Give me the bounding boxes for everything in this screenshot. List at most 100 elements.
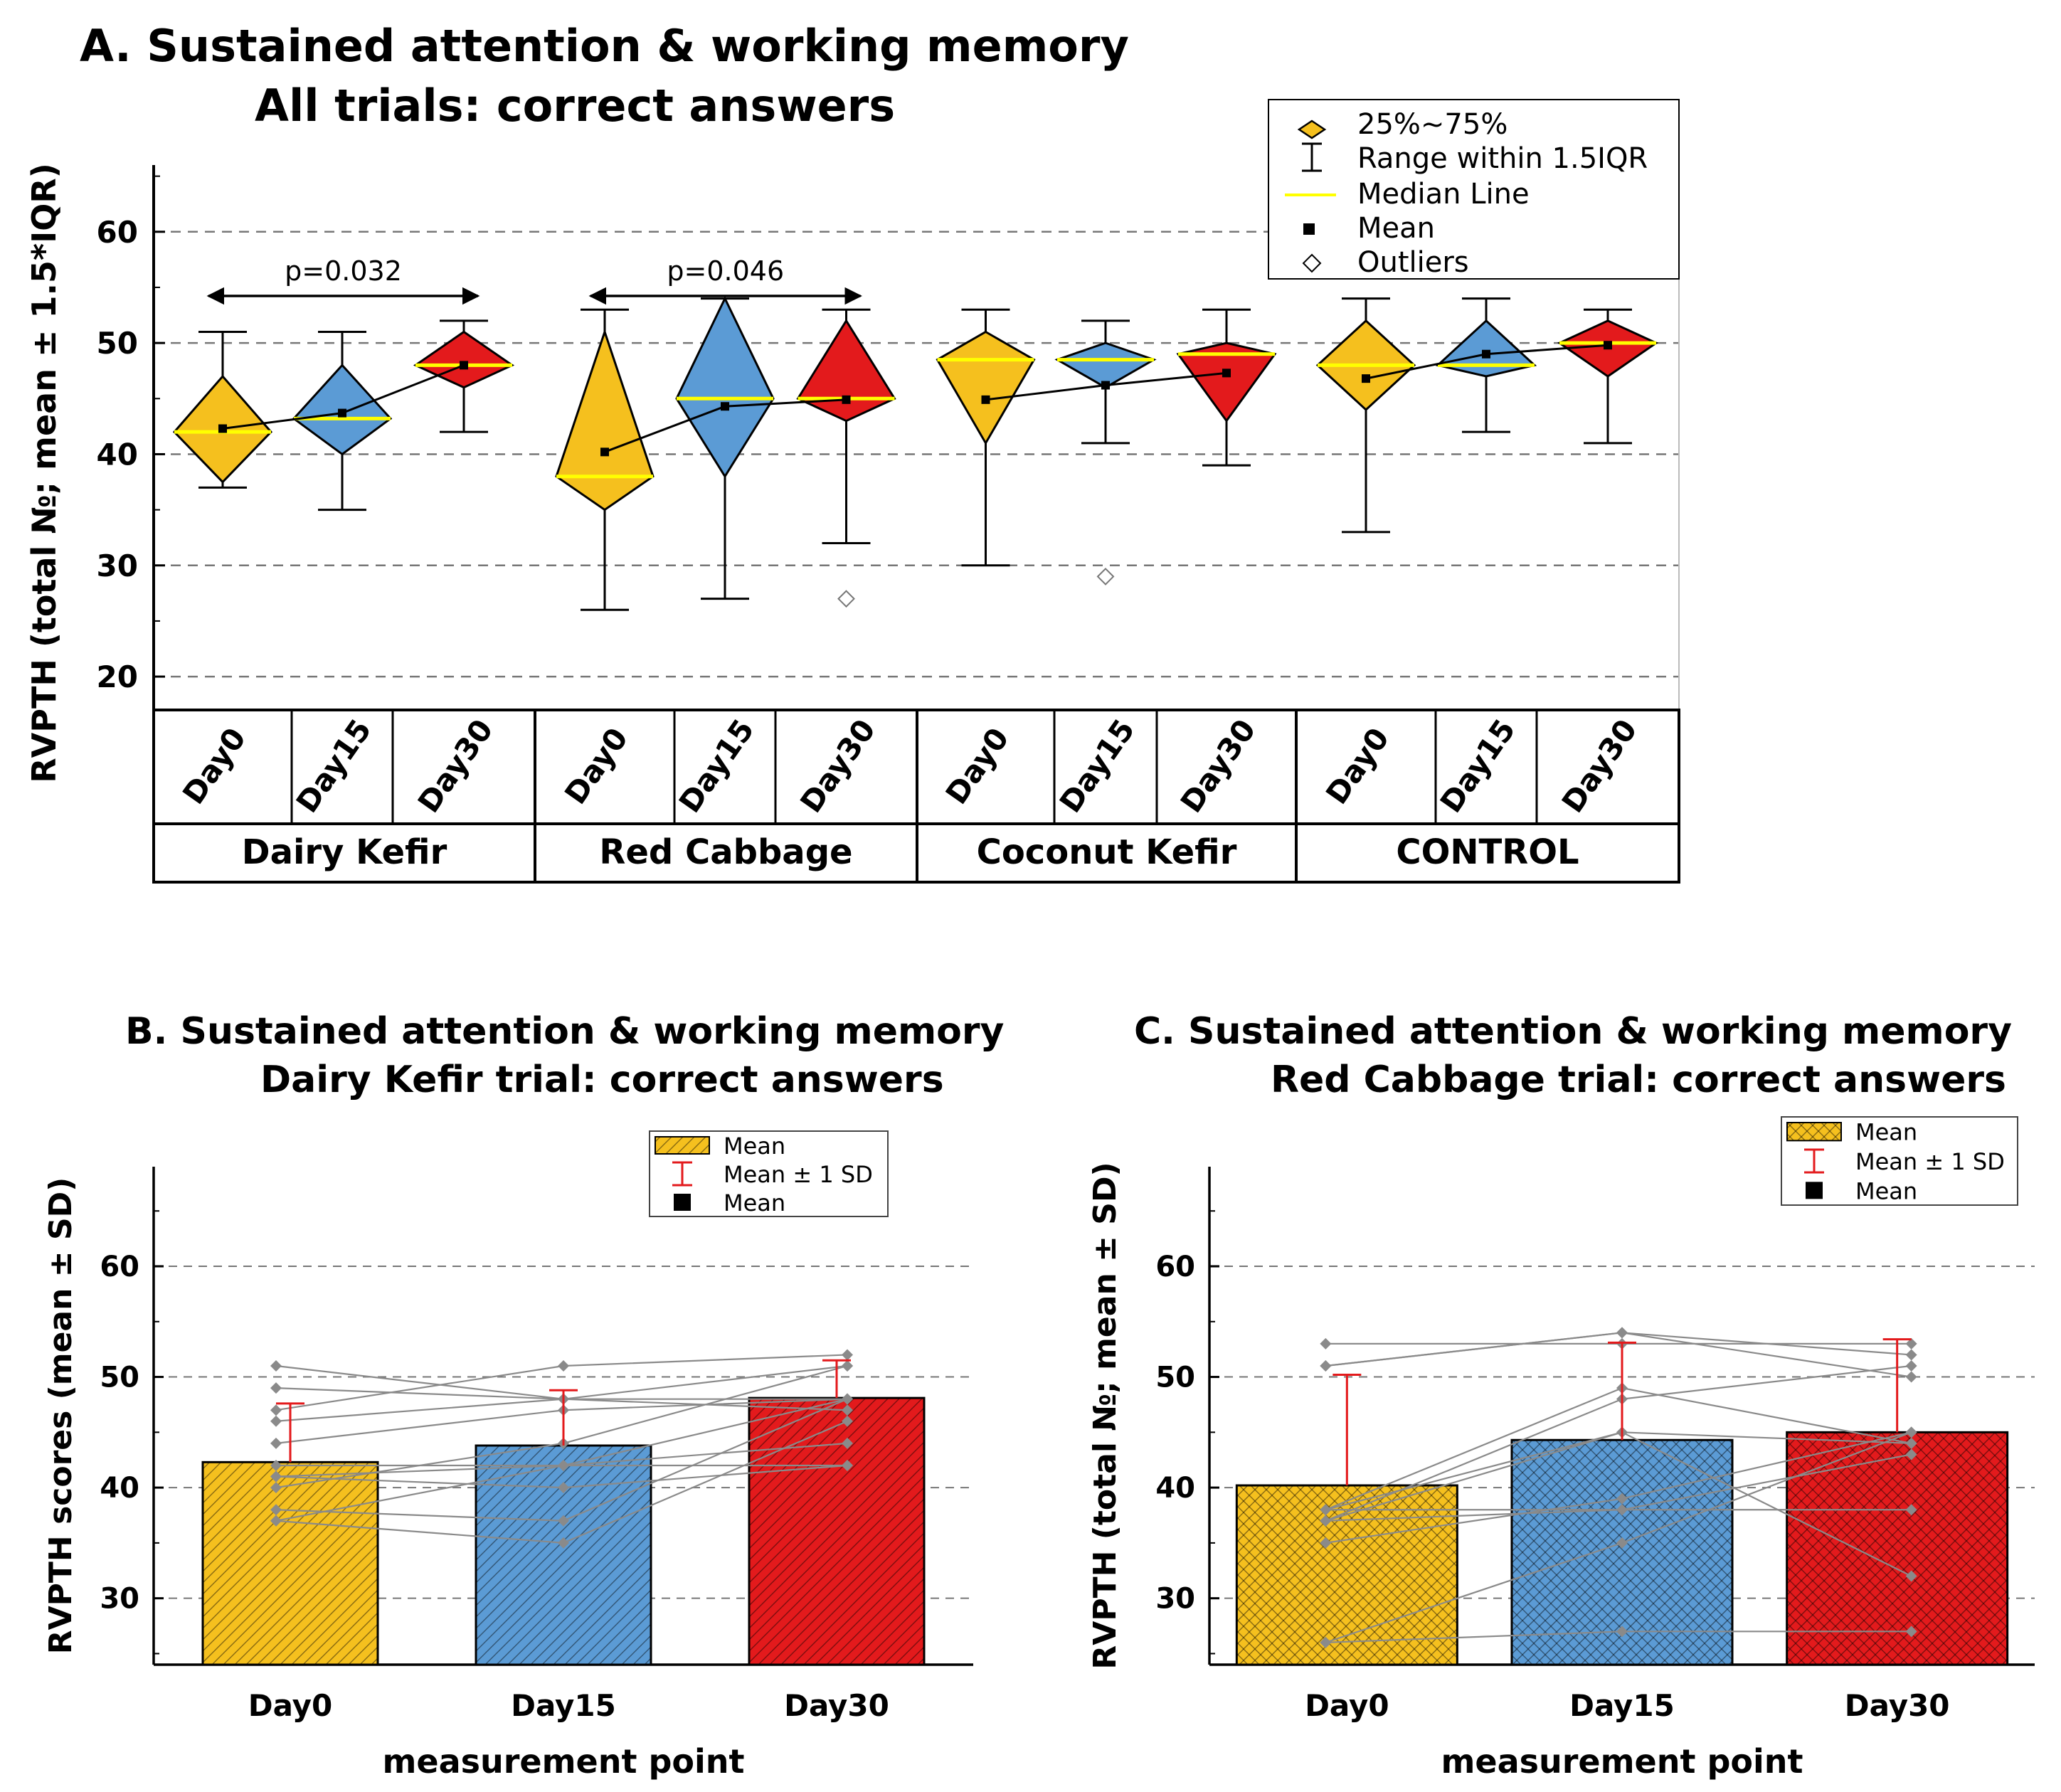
- legend-label: Range within 1.5IQR: [1357, 142, 1648, 175]
- subject-point: [270, 1504, 282, 1516]
- x-tick-label: Day0: [248, 1688, 333, 1723]
- subject-point: [1320, 1337, 1332, 1350]
- x-tick-label: Day0: [1319, 721, 1396, 810]
- y-axis-title: RVPTH scores (mean ± SD): [43, 1177, 79, 1655]
- mean-marker: [1101, 381, 1110, 390]
- bar: [748, 1396, 926, 1666]
- subject-point: [1320, 1515, 1332, 1527]
- y-tick-label: 50: [97, 326, 138, 361]
- subject-point: [842, 1404, 853, 1416]
- y-tick-label: 60: [1155, 1251, 1195, 1283]
- legend-mean-bar-symbol: [1786, 1122, 1842, 1142]
- legend-box: [1268, 99, 1680, 280]
- x-tick-label: Day0: [1305, 1688, 1389, 1723]
- y-tick-label: 40: [1155, 1472, 1195, 1505]
- legend-label: Outliers: [1357, 246, 1469, 279]
- subject-point: [270, 1460, 282, 1471]
- subject-point: [1905, 1504, 1917, 1516]
- x-tick-label: Day15: [511, 1688, 616, 1723]
- p-value-label: p=0.032: [285, 255, 402, 287]
- subject-point: [1905, 1426, 1917, 1438]
- iqr-diamond: [936, 330, 1036, 445]
- subject-point: [270, 1382, 282, 1394]
- subject-line: [275, 1364, 848, 1400]
- subject-point: [1616, 1626, 1628, 1638]
- subject-point: [270, 1482, 282, 1494]
- subject-point: [1616, 1493, 1628, 1505]
- iqr-diamond: [555, 328, 655, 511]
- mean-marker: [1362, 374, 1370, 383]
- subject-point: [270, 1415, 282, 1427]
- iqr-diamond: [413, 330, 515, 389]
- subject-point: [558, 1515, 569, 1527]
- x-tick-label: Day0: [939, 721, 1016, 810]
- subject-point: [558, 1360, 569, 1372]
- y-tick-label: 40: [97, 437, 138, 472]
- subject-point: [1905, 1371, 1917, 1383]
- subject-point: [842, 1460, 853, 1471]
- y-tick-label: 60: [100, 1251, 139, 1283]
- iqr-diamond: [796, 319, 896, 423]
- subject-point: [842, 1360, 853, 1372]
- mean-marker: [218, 424, 227, 433]
- subject-point: [842, 1415, 853, 1427]
- outlier-marker: [1096, 567, 1115, 585]
- mean-marker: [1604, 341, 1612, 350]
- outlier-marker: [837, 590, 855, 608]
- subject-point: [270, 1404, 282, 1416]
- subject-point: [558, 1482, 569, 1494]
- x-tick-label: Day30: [411, 713, 500, 819]
- legend-label: 25%~75%: [1357, 108, 1508, 141]
- iqr-diamond: [675, 296, 775, 479]
- x-axis-title: measurement point: [1441, 1742, 1803, 1781]
- x-tick-label: Day15: [1569, 1688, 1675, 1723]
- x-tick-label: Day30: [784, 1688, 889, 1723]
- subject-point: [1905, 1626, 1917, 1638]
- subject-point: [1616, 1537, 1628, 1549]
- subject-point: [842, 1393, 853, 1405]
- subject-point: [1905, 1360, 1917, 1372]
- x-tick-label: Day0: [176, 721, 253, 810]
- mean-marker: [338, 408, 346, 418]
- legend-mean-symbol: [1303, 223, 1315, 235]
- y-tick-label: 30: [97, 548, 138, 583]
- subject-point: [558, 1460, 569, 1471]
- legend-label: Mean: [724, 1189, 785, 1216]
- p-value-label: p=0.046: [667, 255, 784, 287]
- subject-point: [842, 1349, 853, 1361]
- iqr-diamond: [1435, 319, 1537, 378]
- x-tick-label: Day15: [1053, 713, 1142, 819]
- mean-marker: [460, 361, 468, 370]
- x-tick-label: Day30: [1174, 713, 1263, 819]
- legend-sd-symbol: [672, 1161, 692, 1187]
- panel-b-title: B. Sustained attention & working memory: [125, 1010, 1005, 1053]
- group-label: Dairy Kefir: [242, 832, 447, 872]
- subject-point: [1320, 1360, 1332, 1372]
- mean-marker: [1222, 369, 1231, 378]
- legend-outlier-symbol: [1302, 253, 1322, 273]
- iqr-diamond: [1176, 341, 1277, 423]
- y-tick-label: 60: [97, 215, 138, 250]
- group-label: CONTROL: [1396, 832, 1579, 872]
- panel-c-subtitle: Red Cabbage trial: correct answers: [1271, 1059, 2007, 1101]
- mean-marker: [600, 447, 609, 457]
- legend-label: Mean: [1855, 1177, 1917, 1204]
- panel-b-subtitle: Dairy Kefir trial: correct answers: [260, 1059, 944, 1101]
- y-axis-title: RVPTH (total №; mean ± 1.5*IQR): [25, 163, 63, 783]
- subject-line: [1325, 1332, 1912, 1367]
- y-tick-label: 30: [1155, 1583, 1195, 1616]
- y-axis-title: RVPTH (total №; mean ± SD): [1087, 1162, 1123, 1669]
- bar-chart-c: 30 40 50 60 RVPTH (total №; mean ± SD) measur…: [1087, 1116, 2035, 1781]
- x-tick-label: Day15: [290, 713, 378, 819]
- legend-mean-symbol: [674, 1194, 691, 1211]
- x-tick-label: Day15: [1434, 713, 1522, 819]
- x-axis-title: measurement point: [382, 1742, 744, 1781]
- legend-iqr-symbol: [1297, 120, 1327, 139]
- subject-point: [270, 1515, 282, 1527]
- y-tick-label: 50: [100, 1362, 139, 1394]
- subject-point: [270, 1360, 282, 1372]
- legend-sd-symbol: [1804, 1148, 1824, 1174]
- subject-point: [1905, 1349, 1917, 1361]
- legend-label: Mean: [1855, 1119, 1917, 1146]
- legend-label: Mean: [724, 1133, 785, 1160]
